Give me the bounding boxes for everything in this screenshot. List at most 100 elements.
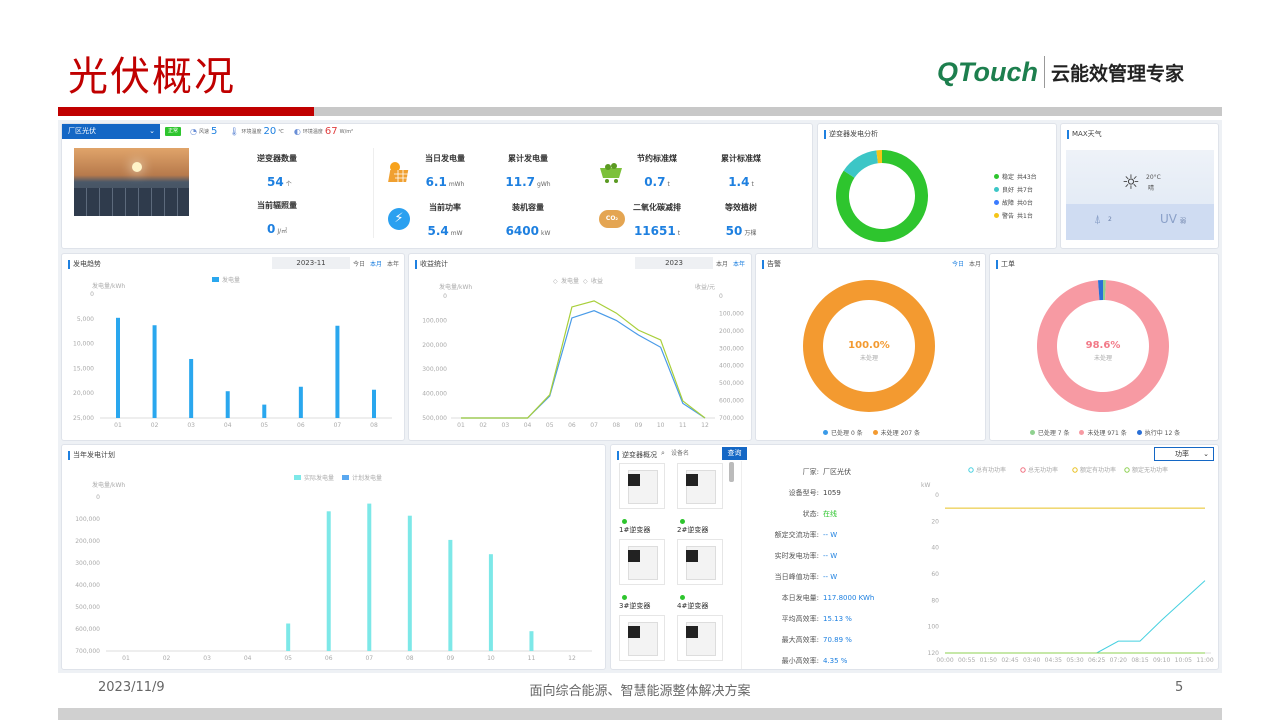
- tab-1[interactable]: 本月: [370, 261, 383, 268]
- bar[interactable]: [286, 623, 291, 652]
- x-tick-label: 06: [297, 422, 305, 429]
- series-line[interactable]: [461, 300, 706, 419]
- legend-label: 发电量: [561, 277, 579, 285]
- detail-row: 厂家: 厂区光伏: [802, 467, 851, 476]
- bar[interactable]: [225, 391, 230, 418]
- legend-label: 发电量: [222, 276, 240, 284]
- search-button[interactable]: 查询: [722, 447, 747, 460]
- inv-details: 厂家: 厂区光伏 设备型号: 1059 状态: 在线 额定交流功率: -- W 实时发电功率: -…: [745, 461, 875, 671]
- bar[interactable]: [407, 515, 412, 651]
- weather-card: ☼ 20°C 晴 ⍋ 2 UV 弱: [1066, 150, 1214, 240]
- inverter-card[interactable]: [619, 615, 665, 661]
- workorder-slice[interactable]: [1103, 280, 1106, 301]
- inverter-card[interactable]: [677, 463, 723, 509]
- footer-rule: [58, 708, 1222, 720]
- y-axis-title-right: 收益/元: [695, 283, 715, 291]
- x-tick-label: 02:45: [1001, 657, 1018, 664]
- device-search-input[interactable]: [671, 448, 719, 459]
- tab-1[interactable]: 本月: [969, 261, 982, 268]
- legend-swatch: [294, 475, 301, 480]
- tab-0[interactable]: 本月: [716, 261, 729, 268]
- bar[interactable]: [326, 511, 331, 651]
- bar[interactable]: [488, 554, 493, 651]
- inverter-card[interactable]: [677, 615, 723, 661]
- x-tick-label: 01:50: [980, 657, 997, 664]
- x-tick-label: 11: [679, 422, 687, 429]
- metric-select-value: 功率: [1175, 450, 1189, 458]
- bar[interactable]: [372, 389, 376, 418]
- bar[interactable]: [448, 539, 453, 651]
- legend-item: 已处理 7 条: [1029, 430, 1069, 437]
- bar[interactable]: [529, 631, 534, 651]
- gen-trend-tabs: 今日 本月 本年: [353, 259, 399, 268]
- y-tick-label: 400,000: [75, 582, 100, 589]
- y-tick-label: 500,000: [422, 415, 447, 422]
- detail-row: 最小高效率: 4.35 %: [781, 656, 848, 665]
- wx-value: 67: [324, 126, 338, 137]
- inverter-card[interactable]: [619, 539, 665, 585]
- y-tick-label: 400,000: [719, 363, 744, 370]
- x-tick-label: 02: [151, 422, 159, 429]
- x-tick-label: 11:00: [1196, 657, 1213, 664]
- stat-label: 装机容量: [512, 203, 544, 212]
- x-tick-label: 04: [524, 422, 532, 429]
- alarm-title: 告警: [762, 259, 781, 269]
- inverter-card[interactable]: [677, 539, 723, 585]
- legend-marker: [1072, 467, 1078, 473]
- legend-item: 未处理 207 条: [872, 430, 920, 437]
- weather-temp: 20°C: [1146, 174, 1161, 181]
- x-tick-label: 12: [701, 422, 709, 429]
- series-line[interactable]: [945, 580, 1206, 654]
- y-tick-label: 20: [931, 518, 939, 525]
- irradiance-label: 当前辐照量: [257, 201, 297, 210]
- workorder-slice[interactable]: [1037, 280, 1169, 412]
- coal-cart-icon: [598, 162, 624, 184]
- inverter-dist-slice[interactable]: [843, 150, 878, 178]
- detail-row: 设备型号: 1059: [788, 488, 841, 497]
- inverter-dist-legend: 稳定 共43台 良好 共7台 故障 共0台 警告 共1台: [994, 172, 1037, 224]
- tab-1[interactable]: 本年: [733, 261, 746, 268]
- bar[interactable]: [116, 317, 120, 418]
- tab-0[interactable]: 今日: [952, 261, 965, 268]
- search-icon: ⌕: [661, 449, 665, 457]
- bar[interactable]: [335, 325, 340, 418]
- wx-unit: ℃: [278, 128, 284, 135]
- tab-2[interactable]: 本年: [387, 261, 400, 268]
- bar[interactable]: [189, 358, 194, 418]
- site-select[interactable]: 厂区光伏 ⌄: [62, 124, 160, 139]
- bar[interactable]: [367, 503, 372, 651]
- device-list-scrollbar[interactable]: [729, 462, 734, 482]
- alarm-slice[interactable]: [803, 280, 936, 412]
- thermometer-icon: 🌡: [229, 127, 240, 136]
- revenue-date-picker[interactable]: 2023: [635, 257, 713, 269]
- gauge-icon: ◔: [190, 127, 197, 136]
- bar[interactable]: [262, 404, 267, 418]
- alarm-donut: 100.0% 未处理: [803, 280, 936, 412]
- bar[interactable]: [152, 325, 157, 418]
- tab-0[interactable]: 今日: [353, 261, 366, 268]
- y-tick-label: 100,000: [719, 310, 744, 317]
- co2-cloud-icon: CO₂: [599, 210, 625, 228]
- detail-row: 状态: 在线: [802, 509, 837, 518]
- inverter-card[interactable]: [619, 463, 665, 509]
- bar[interactable]: [298, 386, 303, 418]
- workorder-slice[interactable]: [1097, 280, 1103, 301]
- metric-select[interactable]: 功率 ⌄: [1154, 447, 1214, 461]
- chevron-down-icon: ⌄: [1203, 450, 1209, 458]
- inverter-power-chart: 总有功功率 总无功功率 额定有功功率 额定无功功率kW1201008060402000…: [921, 466, 1214, 664]
- solar-panel-icon: [386, 160, 412, 184]
- series-line[interactable]: [461, 309, 706, 419]
- x-tick-label: 09:10: [1153, 657, 1170, 664]
- inverter-name: 3#逆变器: [619, 602, 651, 610]
- inverter-dist-slice[interactable]: [876, 150, 882, 164]
- x-tick-label: 04: [224, 422, 232, 429]
- page-number: 5: [1175, 680, 1184, 695]
- x-tick-label: 09: [635, 422, 643, 429]
- legend-label: 总无功功率: [1028, 466, 1058, 474]
- x-tick-label: 04:35: [1045, 657, 1062, 664]
- detail-row: 本日发电量: 117.8000 KWh: [781, 593, 875, 602]
- uv-icon: UV: [1160, 212, 1177, 226]
- y-tick-label: 80: [931, 597, 939, 604]
- gen-trend-date-picker[interactable]: 2023-11: [272, 257, 350, 269]
- legend-label: 计划发电量: [352, 474, 382, 482]
